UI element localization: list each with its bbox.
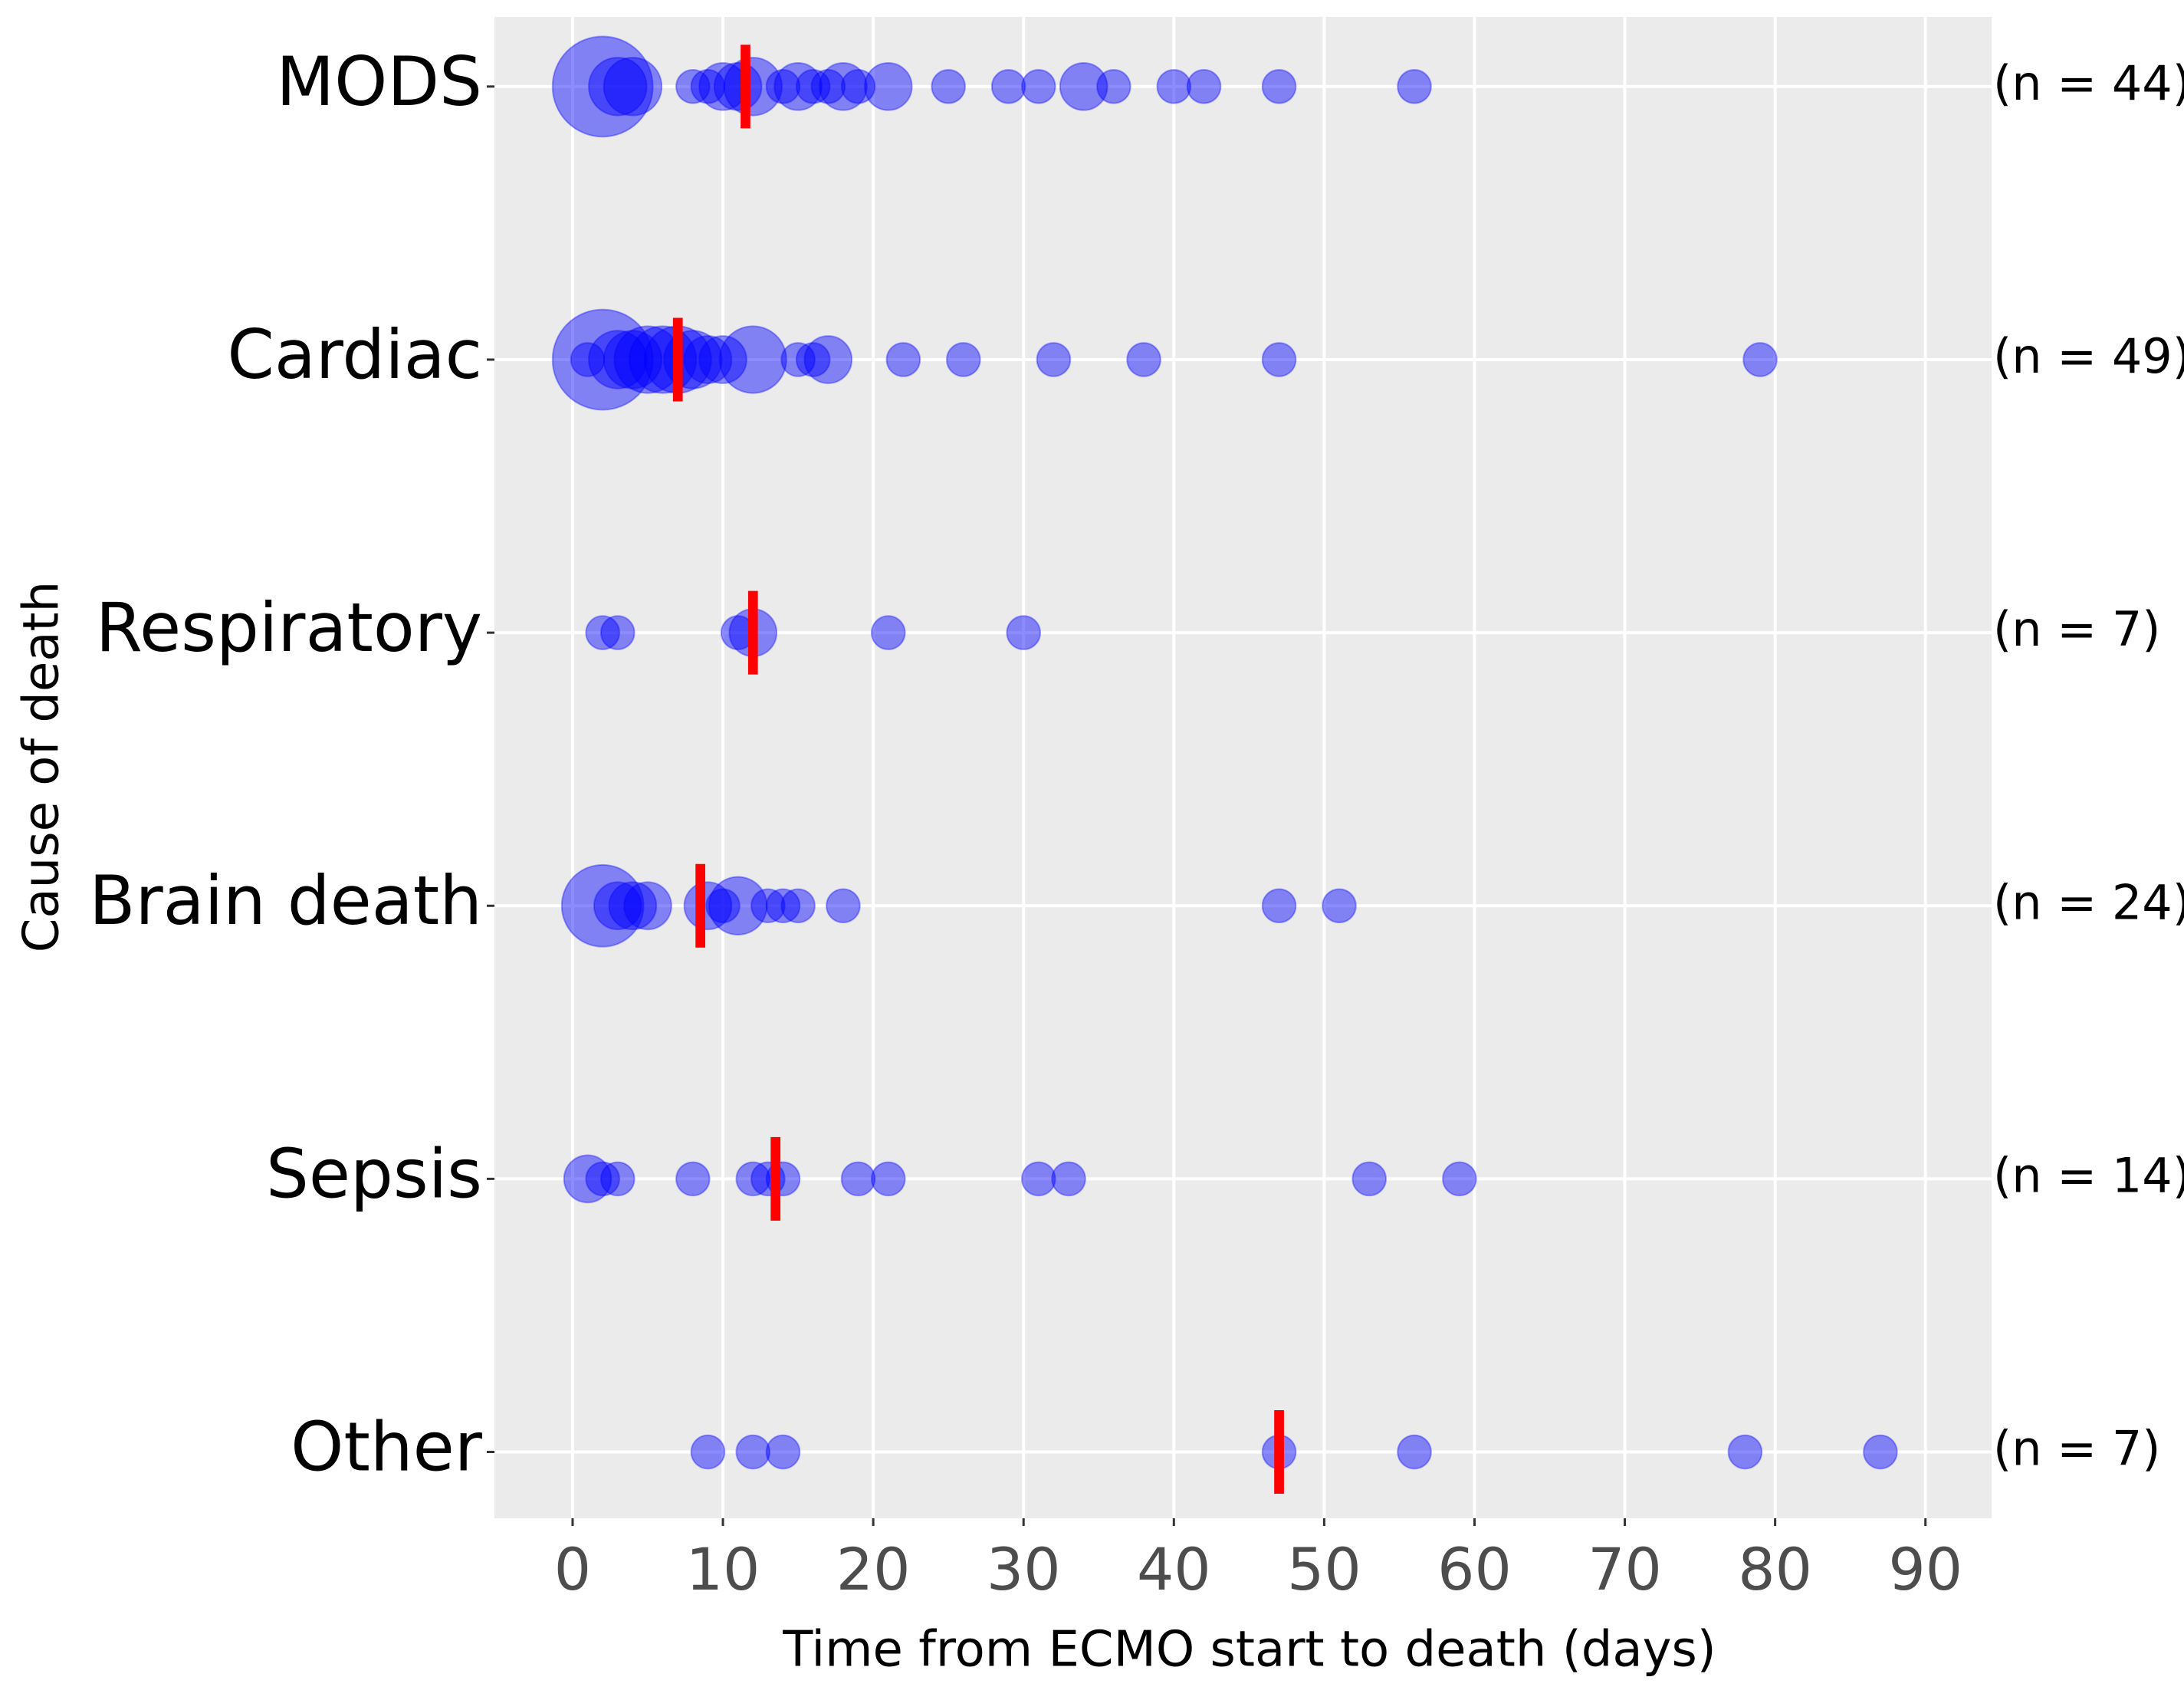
x-tick-label: 0 bbox=[554, 1535, 591, 1603]
death-dot bbox=[1006, 615, 1042, 650]
death-dot bbox=[603, 330, 663, 390]
death-dot bbox=[803, 335, 853, 384]
death-dot bbox=[1059, 62, 1108, 111]
y-axis-title: Cause of death bbox=[14, 581, 71, 952]
plot-background bbox=[494, 17, 1992, 1518]
death-dot bbox=[723, 57, 783, 117]
death-dot bbox=[750, 888, 786, 924]
death-dot bbox=[870, 1161, 906, 1197]
n-label: (n = 7) bbox=[1993, 601, 2160, 657]
death-dot bbox=[1322, 888, 1357, 924]
death-dot bbox=[1727, 1434, 1763, 1470]
death-dot bbox=[563, 1154, 613, 1204]
death-dot bbox=[705, 888, 741, 924]
x-tick-label: 40 bbox=[1137, 1535, 1211, 1603]
death-dot bbox=[593, 881, 642, 931]
death-dot bbox=[698, 335, 747, 384]
death-dot bbox=[735, 1161, 771, 1197]
death-dot bbox=[1397, 1434, 1432, 1470]
x-tick-label: 50 bbox=[1287, 1535, 1361, 1603]
x-axis-title: Time from ECMO start to death (days) bbox=[782, 1622, 1716, 1679]
death-dot bbox=[795, 69, 831, 104]
death-dot bbox=[840, 1161, 876, 1197]
death-dot bbox=[990, 69, 1026, 104]
death-dot bbox=[1351, 1161, 1388, 1197]
death-dot bbox=[1021, 1161, 1056, 1197]
death-dot bbox=[735, 1434, 771, 1470]
death-dot bbox=[819, 62, 868, 111]
death-dot bbox=[780, 888, 816, 924]
x-tick-label: 80 bbox=[1738, 1535, 1812, 1603]
death-dot bbox=[870, 615, 906, 650]
death-dot bbox=[780, 342, 816, 377]
death-dot bbox=[945, 342, 981, 377]
death-dot bbox=[885, 342, 921, 377]
death-dot bbox=[810, 69, 846, 104]
death-dot bbox=[1261, 888, 1297, 924]
y-tick-label: MODS bbox=[276, 42, 482, 121]
death-dot bbox=[1261, 342, 1297, 377]
death-dot bbox=[608, 881, 658, 931]
death-dot bbox=[551, 35, 654, 138]
death-dot bbox=[560, 863, 645, 948]
x-tick-label: 70 bbox=[1588, 1535, 1662, 1603]
death-dot bbox=[599, 615, 635, 650]
death-dot bbox=[551, 308, 654, 411]
death-dot bbox=[675, 1161, 711, 1197]
death-dot bbox=[599, 1161, 635, 1197]
death-dot bbox=[603, 57, 663, 117]
death-dot bbox=[931, 69, 966, 104]
x-tick-label: 10 bbox=[686, 1535, 760, 1603]
death-dot bbox=[675, 69, 711, 104]
death-dot bbox=[585, 1161, 620, 1197]
death-dot bbox=[1156, 69, 1192, 104]
death-dot bbox=[708, 876, 768, 936]
n-label: (n = 7) bbox=[1993, 1421, 2160, 1477]
y-tick-label: Respiratory bbox=[96, 588, 482, 667]
death-dot bbox=[718, 325, 787, 394]
x-tick-label: 20 bbox=[836, 1535, 911, 1603]
y-tick-label: Cardiac bbox=[227, 315, 482, 394]
death-dot bbox=[1186, 69, 1222, 104]
death-dot bbox=[570, 342, 606, 377]
n-label: (n = 49) bbox=[1993, 328, 2184, 384]
death-dot bbox=[1051, 1161, 1086, 1197]
death-dot bbox=[585, 615, 620, 650]
death-dot bbox=[765, 69, 801, 104]
x-tick-label: 90 bbox=[1888, 1535, 1962, 1603]
death-dot bbox=[623, 881, 672, 931]
death-dot bbox=[863, 62, 913, 111]
death-dot bbox=[1261, 69, 1297, 104]
x-tick-label: 30 bbox=[987, 1535, 1061, 1603]
death-dot bbox=[588, 330, 648, 390]
death-dot bbox=[765, 1434, 801, 1470]
death-dot bbox=[1397, 69, 1432, 104]
death-dot bbox=[1742, 342, 1778, 377]
death-dot bbox=[1036, 342, 1072, 377]
death-dot bbox=[690, 1434, 726, 1470]
n-label: (n = 14) bbox=[1993, 1147, 2184, 1203]
x-tick-label: 60 bbox=[1437, 1535, 1512, 1603]
y-tick-label: Brain death bbox=[89, 861, 482, 940]
death-dot bbox=[1863, 1434, 1898, 1470]
death-dot bbox=[1442, 1161, 1477, 1197]
death-dot bbox=[588, 57, 648, 117]
y-tick-label: Sepsis bbox=[266, 1134, 482, 1213]
y-tick-label: Other bbox=[291, 1407, 483, 1486]
n-label: (n = 44) bbox=[1993, 55, 2184, 111]
death-dot bbox=[1021, 69, 1056, 104]
death-dot bbox=[773, 62, 823, 111]
death-dot bbox=[1126, 342, 1161, 377]
death-dot bbox=[795, 342, 831, 377]
death-dot bbox=[840, 69, 876, 104]
death-dot bbox=[1096, 69, 1131, 104]
death-dot bbox=[690, 69, 726, 104]
death-dot bbox=[683, 335, 733, 384]
death-dot bbox=[826, 888, 861, 924]
death-dot bbox=[765, 888, 801, 924]
n-label: (n = 24) bbox=[1993, 874, 2184, 930]
